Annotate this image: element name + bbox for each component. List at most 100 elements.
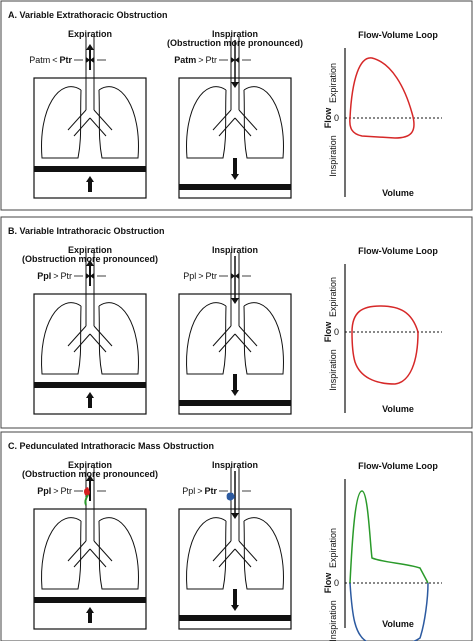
pressure-b: Ptr bbox=[205, 271, 217, 281]
pressure-label: Ppl > Ptr bbox=[37, 271, 72, 281]
arrow-head bbox=[86, 475, 94, 481]
phase-note: (Obstruction more pronounced) bbox=[22, 254, 158, 264]
loop-title: Flow-Volume Loop bbox=[358, 246, 438, 256]
arrow-head bbox=[231, 174, 239, 180]
arrow-head bbox=[231, 513, 239, 519]
diaphragm bbox=[179, 184, 291, 190]
arrow-head bbox=[86, 607, 94, 613]
panel bbox=[0, 0, 473, 211]
panel-title: C. Pedunculated Intrathoracic Mass Obstr… bbox=[8, 441, 214, 451]
pressure-label: Patm > Ptr bbox=[174, 55, 217, 65]
pressure-label: Ppl > Ptr bbox=[37, 486, 72, 496]
pressure-op: < bbox=[52, 55, 57, 65]
pressure-a: Ppl bbox=[37, 486, 51, 496]
y-axis-label: Flow bbox=[323, 572, 333, 593]
mass-stalk bbox=[84, 494, 89, 506]
bronchus bbox=[67, 325, 87, 347]
panel-title: A. Variable Extrathoracic Obstruction bbox=[8, 10, 168, 20]
bronchus bbox=[238, 109, 258, 131]
phase-label: Expiration bbox=[68, 29, 112, 39]
pressure-op: > bbox=[198, 55, 203, 65]
pressure-op: > bbox=[197, 486, 202, 496]
phase-label: Expiration bbox=[68, 245, 112, 255]
pressure-a: Patm bbox=[29, 55, 50, 65]
upper-label: Expiration bbox=[328, 277, 338, 317]
pressure-a: Ppl bbox=[182, 486, 195, 496]
lower-label: Inspiration bbox=[328, 600, 338, 641]
bronchus bbox=[218, 548, 236, 568]
thorax-box bbox=[33, 293, 147, 415]
upper-label: Expiration bbox=[328, 63, 338, 103]
zero-label: 0 bbox=[334, 113, 339, 123]
pressure-a: Ppl bbox=[37, 271, 51, 281]
pressure-op: > bbox=[198, 271, 203, 281]
bronchus bbox=[93, 540, 113, 562]
bronchus bbox=[67, 540, 87, 562]
x-axis-label: Volume bbox=[382, 619, 414, 629]
bronchus bbox=[218, 333, 236, 353]
pressure-b: Ptr bbox=[60, 271, 72, 281]
bronchus bbox=[238, 325, 258, 347]
obstruction bbox=[231, 273, 239, 279]
arrow-head bbox=[231, 298, 239, 304]
pressure-label: Patm < Ptr bbox=[29, 55, 72, 65]
pressure-b: Ptr bbox=[204, 486, 217, 496]
lung bbox=[41, 86, 82, 159]
lung bbox=[98, 302, 139, 375]
lung bbox=[98, 517, 139, 590]
bronchus bbox=[234, 548, 252, 568]
lung bbox=[243, 517, 284, 590]
lung bbox=[186, 517, 227, 590]
pressure-label: Ppl > Ptr bbox=[183, 271, 217, 281]
pressure-b: Ptr bbox=[60, 486, 72, 496]
bronchus bbox=[212, 109, 232, 131]
phase-label: Inspiration bbox=[212, 460, 258, 470]
lung bbox=[41, 302, 82, 375]
loop-curve bbox=[351, 305, 419, 385]
thorax-box bbox=[33, 508, 147, 630]
arrow-head bbox=[86, 44, 94, 50]
pressure-b: Ptr bbox=[59, 55, 72, 65]
obstruction bbox=[231, 57, 239, 63]
bronchus bbox=[73, 548, 91, 568]
arrow-head bbox=[231, 390, 239, 396]
lower-label: Inspiration bbox=[328, 135, 338, 177]
bronchus bbox=[218, 117, 236, 137]
bronchus bbox=[73, 117, 91, 137]
panel bbox=[0, 431, 473, 641]
bronchus bbox=[238, 540, 258, 562]
lower-label: Inspiration bbox=[328, 349, 338, 391]
bronchus bbox=[93, 325, 113, 347]
loop-title: Flow-Volume Loop bbox=[358, 461, 438, 471]
diaphragm bbox=[34, 597, 146, 603]
lung bbox=[243, 86, 284, 159]
loop-expiration bbox=[349, 490, 429, 584]
pressure-op: > bbox=[53, 271, 58, 281]
arrow-head bbox=[86, 392, 94, 398]
loop-title: Flow-Volume Loop bbox=[358, 30, 438, 40]
diaphragm bbox=[179, 615, 291, 621]
bronchus bbox=[212, 540, 232, 562]
lung bbox=[186, 302, 227, 375]
lung bbox=[243, 302, 284, 375]
bronchus bbox=[89, 548, 107, 568]
bronchus bbox=[93, 109, 113, 131]
pressure-a: Ppl bbox=[183, 271, 196, 281]
arrow-head bbox=[86, 176, 94, 182]
phase-label: Inspiration bbox=[212, 29, 258, 39]
pressure-a: Patm bbox=[174, 55, 196, 65]
phase-note: (Obstruction more pronounced) bbox=[22, 469, 158, 479]
arrow-head bbox=[231, 82, 239, 88]
panel bbox=[0, 216, 473, 429]
y-axis-label: Flow bbox=[323, 321, 333, 342]
loop-curve bbox=[349, 57, 415, 139]
panel-title: B. Variable Intrathoracic Obstruction bbox=[8, 226, 165, 236]
phase-label: Expiration bbox=[68, 460, 112, 470]
arrow-head bbox=[231, 605, 239, 611]
phase-label: Inspiration bbox=[212, 245, 258, 255]
obstruction bbox=[86, 57, 94, 63]
lung bbox=[186, 86, 227, 159]
pressure-label: Ppl > Ptr bbox=[182, 486, 217, 496]
diaphragm bbox=[179, 400, 291, 406]
